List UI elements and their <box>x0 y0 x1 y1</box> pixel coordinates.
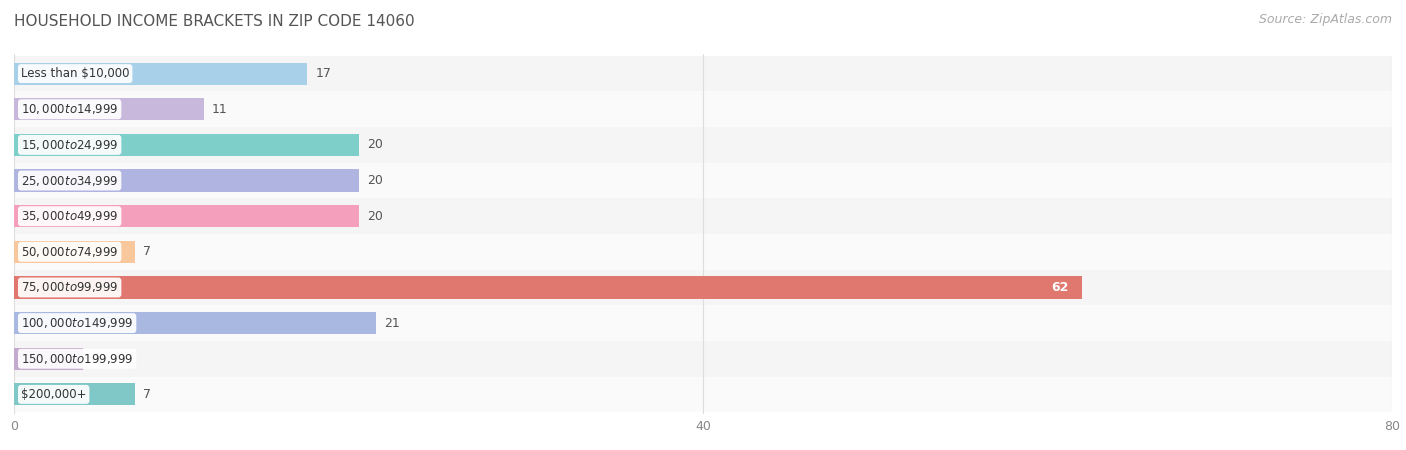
FancyBboxPatch shape <box>0 234 1406 270</box>
Bar <box>14 241 135 263</box>
Bar <box>14 276 1083 298</box>
Text: $10,000 to $14,999: $10,000 to $14,999 <box>21 102 118 116</box>
Text: 21: 21 <box>384 317 401 329</box>
Text: 62: 62 <box>1050 281 1069 294</box>
Text: $150,000 to $199,999: $150,000 to $199,999 <box>21 352 134 366</box>
Text: Source: ZipAtlas.com: Source: ZipAtlas.com <box>1258 14 1392 27</box>
Bar <box>14 98 204 120</box>
Text: $15,000 to $24,999: $15,000 to $24,999 <box>21 138 118 152</box>
Text: 7: 7 <box>143 388 152 401</box>
Bar <box>14 348 83 370</box>
FancyBboxPatch shape <box>0 163 1406 198</box>
Bar <box>14 134 359 156</box>
Text: $200,000+: $200,000+ <box>21 388 86 401</box>
Bar <box>14 205 359 227</box>
Text: 20: 20 <box>367 139 382 151</box>
Bar <box>14 312 375 334</box>
FancyBboxPatch shape <box>0 198 1406 234</box>
FancyBboxPatch shape <box>0 127 1406 163</box>
FancyBboxPatch shape <box>0 341 1406 377</box>
Text: HOUSEHOLD INCOME BRACKETS IN ZIP CODE 14060: HOUSEHOLD INCOME BRACKETS IN ZIP CODE 14… <box>14 14 415 28</box>
Text: 11: 11 <box>212 103 228 116</box>
Text: $50,000 to $74,999: $50,000 to $74,999 <box>21 245 118 259</box>
FancyBboxPatch shape <box>0 91 1406 127</box>
FancyBboxPatch shape <box>0 270 1406 305</box>
Bar <box>14 63 307 85</box>
Bar <box>14 383 135 405</box>
FancyBboxPatch shape <box>0 377 1406 412</box>
Bar <box>14 170 359 192</box>
Text: 20: 20 <box>367 210 382 223</box>
Text: $25,000 to $34,999: $25,000 to $34,999 <box>21 174 118 188</box>
FancyBboxPatch shape <box>0 305 1406 341</box>
Text: 20: 20 <box>367 174 382 187</box>
Text: Less than $10,000: Less than $10,000 <box>21 67 129 80</box>
Text: 7: 7 <box>143 245 152 258</box>
Text: 17: 17 <box>315 67 332 80</box>
Text: $35,000 to $49,999: $35,000 to $49,999 <box>21 209 118 223</box>
Text: $100,000 to $149,999: $100,000 to $149,999 <box>21 316 134 330</box>
FancyBboxPatch shape <box>0 56 1406 91</box>
Text: 4: 4 <box>91 352 100 365</box>
Text: $75,000 to $99,999: $75,000 to $99,999 <box>21 280 118 294</box>
